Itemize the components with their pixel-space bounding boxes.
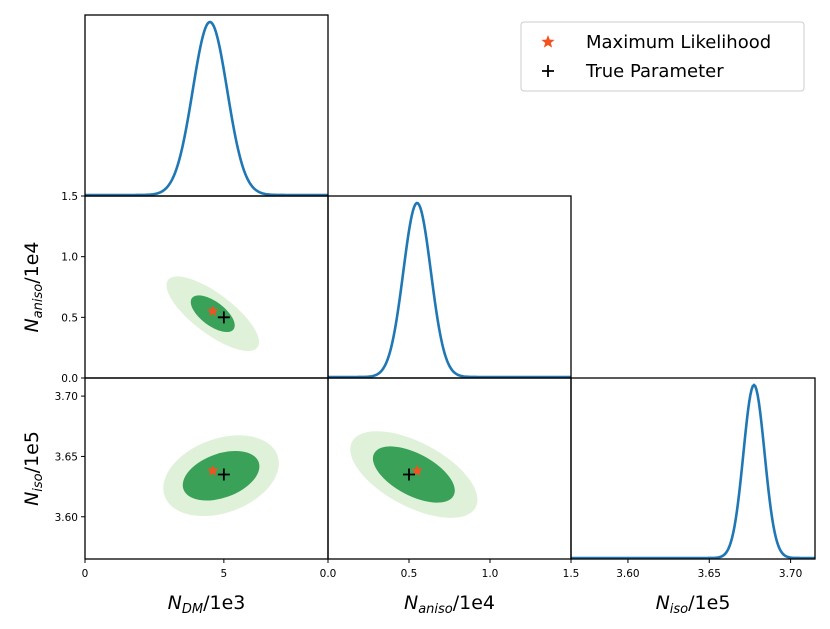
x-axis-label-ndm: NDM/1e3	[168, 592, 246, 617]
x-axis-label-naniso: Naniso/1e4	[404, 592, 495, 617]
y-tick-label-naniso-3: 1.5	[61, 191, 78, 203]
true-parameter-point-ndm-naniso	[217, 311, 230, 324]
x-tick-label-naniso-2: 1.0	[482, 568, 499, 580]
max-likelihood-point-ndm-naniso	[207, 305, 219, 317]
true-parameter-point-ndm-niso	[217, 468, 230, 481]
panel-frame-r0-c0	[84, 14, 329, 197]
marginal-curve-naniso	[328, 201, 571, 379]
y-axis-label-naniso: Naniso/1e4	[21, 241, 46, 332]
legend-label-0: Maximum Likelihood	[586, 32, 771, 53]
y-tick-label-niso-0: 3.60	[55, 512, 78, 524]
max-likelihood-point-naniso-niso	[411, 464, 423, 476]
x-tick-label-niso-1: 3.65	[698, 568, 721, 580]
legend-box	[520, 21, 805, 92]
y-tick-label-naniso-2: 1.0	[61, 252, 78, 264]
x-tick-label-niso-0: 3.60	[616, 568, 639, 580]
y-tick-label-naniso-1: 0.5	[61, 312, 78, 324]
x-tick-label-ndm-1: 5	[221, 568, 228, 580]
panel-frame-r2-c2	[570, 377, 816, 560]
contour-1sigma-ndm-niso	[182, 450, 260, 501]
y-tick-label-naniso-0: 0.0	[61, 373, 78, 385]
marginal-curve-niso	[571, 383, 815, 560]
legend-plus-marker	[542, 65, 554, 77]
y-axis-label-niso: Niso/1e5	[21, 431, 46, 506]
legend: Maximum Likelihood True Parameter	[520, 21, 805, 92]
y-tick-label-niso-1: 3.65	[55, 451, 78, 463]
panel-frame-r1-c1	[327, 195, 572, 379]
y-tick-label-niso-2: 3.70	[55, 391, 78, 403]
x-tick-label-naniso-1: 0.5	[401, 568, 418, 580]
x-tick-label-naniso-3: 1.5	[563, 568, 580, 580]
x-tick-label-niso-2: 3.70	[779, 568, 802, 580]
x-tick-label-ndm-0: 0	[82, 568, 89, 580]
true-parameter-point-naniso-niso	[403, 468, 415, 481]
legend-star-marker	[541, 35, 555, 48]
max-likelihood-point-ndm-niso	[207, 464, 219, 476]
legend-label-1: True Parameter	[585, 61, 724, 82]
marginal-curve-ndm	[85, 20, 328, 197]
x-axis-label-niso: Niso/1e5	[656, 592, 731, 617]
x-tick-label-naniso-0: 0.0	[320, 568, 337, 580]
